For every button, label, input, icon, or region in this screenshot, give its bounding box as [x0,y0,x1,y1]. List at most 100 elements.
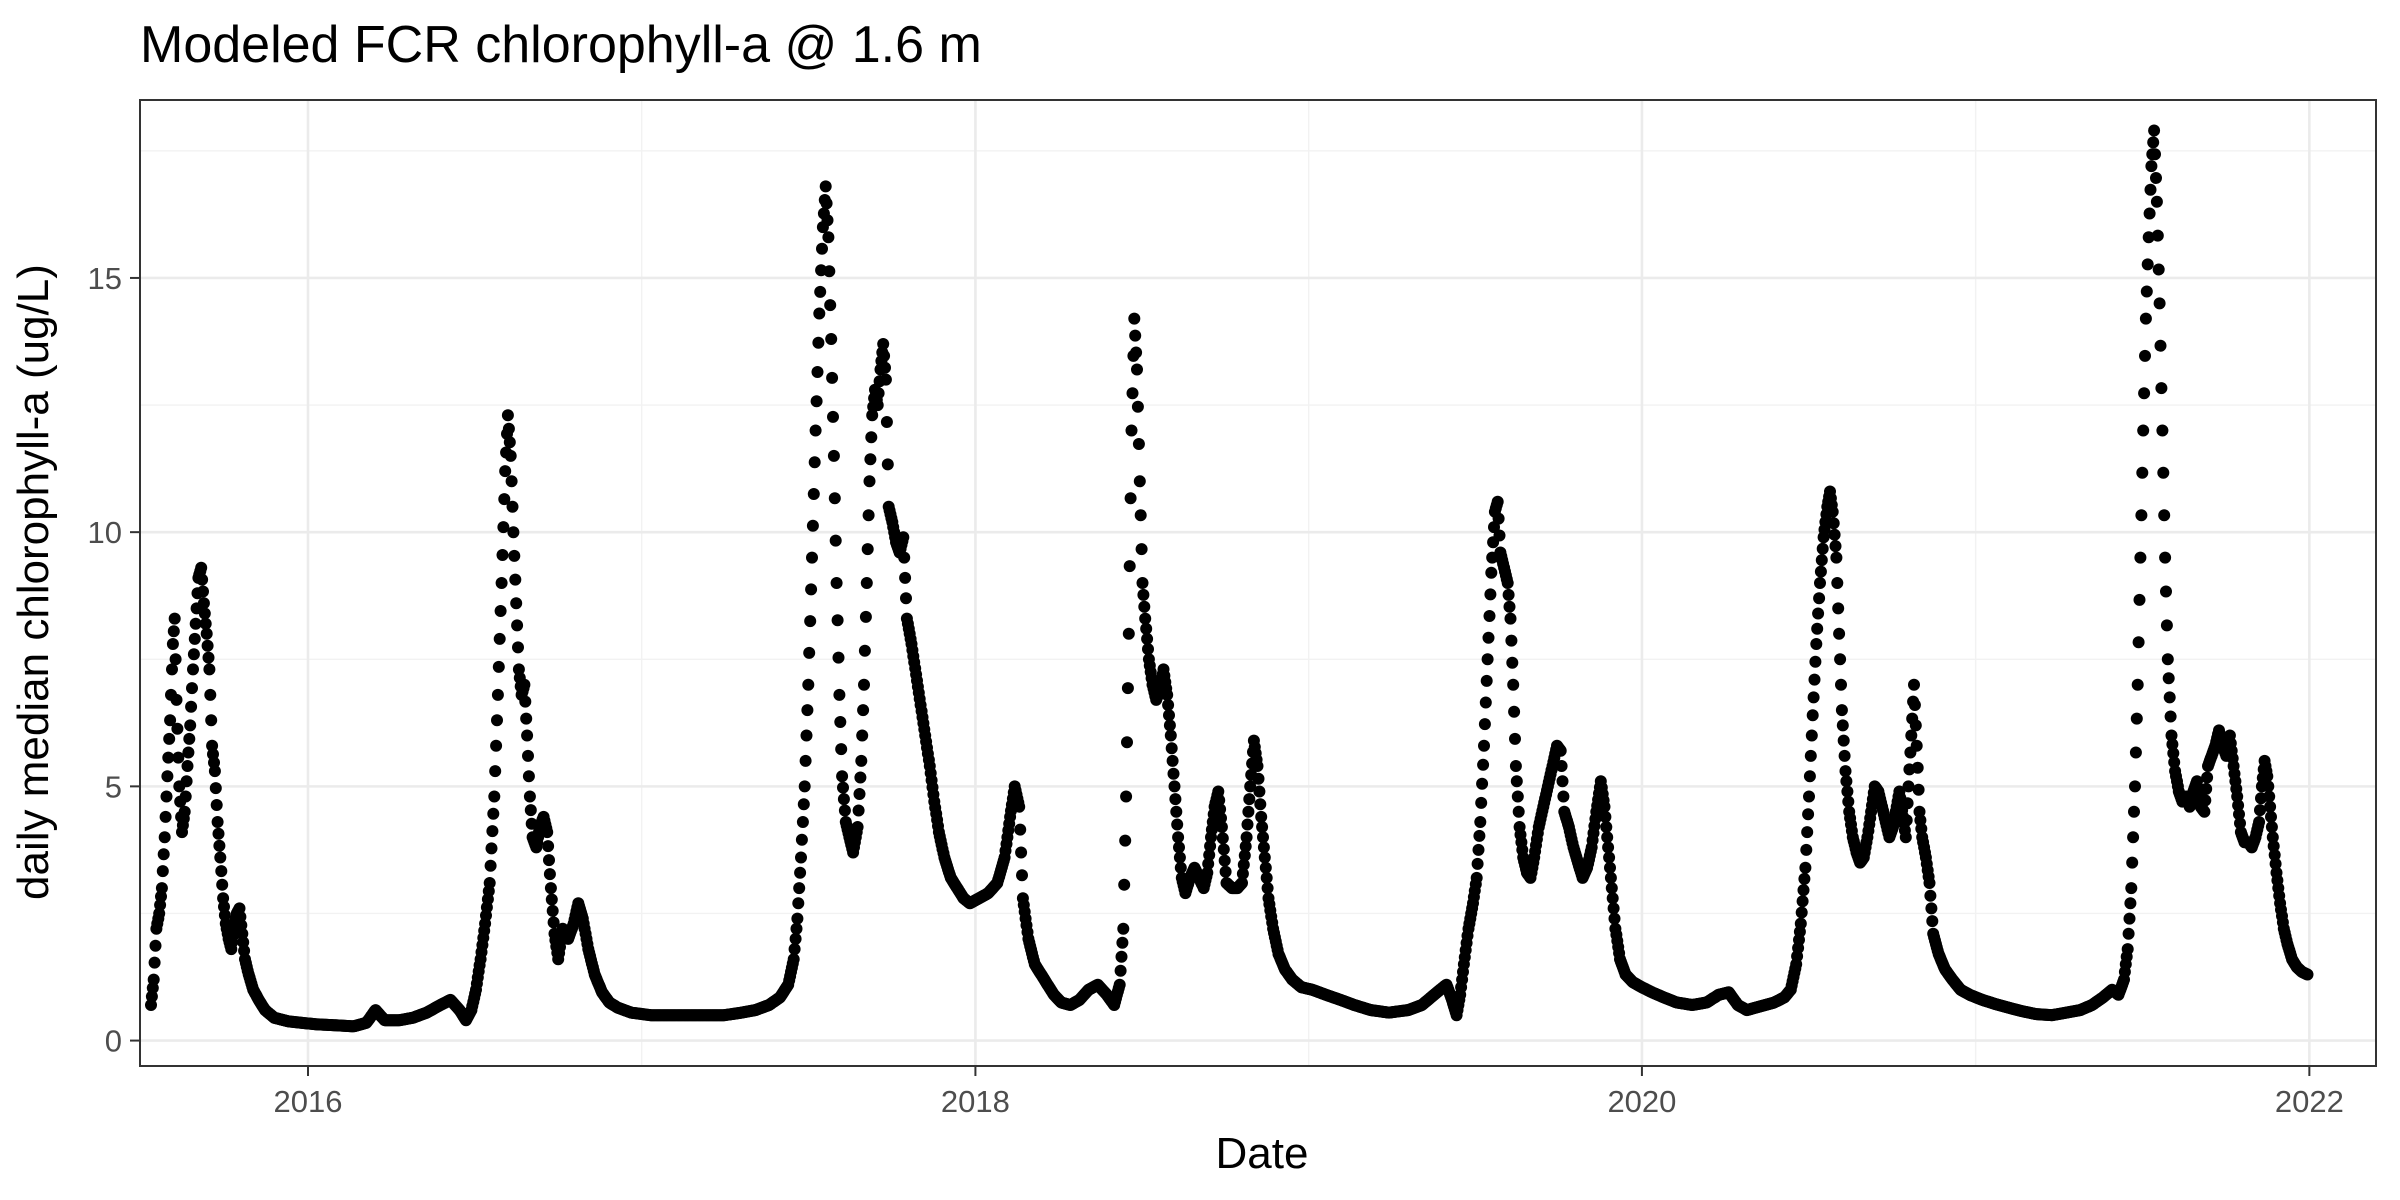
data-point [1835,678,1847,691]
data-point [1485,566,1498,579]
data-point [898,551,911,564]
data-point [166,638,179,650]
data-point [2143,207,2156,220]
data-point [1799,861,1812,874]
data-point [1216,832,1229,845]
data-point [486,825,499,838]
data-point [1826,505,1839,518]
data-point [178,805,191,818]
data-point [205,714,218,727]
data-point [485,842,498,855]
data-point [1472,843,1485,856]
data-point [2199,794,2212,807]
data-point [1483,610,1496,622]
data-point [827,410,839,423]
data-point [494,605,507,617]
data-point [1511,790,1524,803]
data-point [2150,195,2163,208]
data-point [1836,719,1849,732]
data-point [812,336,825,349]
data-point [1503,600,1516,613]
data-point [1240,831,1253,844]
data-point [2234,817,2246,830]
data-point [1604,861,1616,874]
data-point [2124,897,2137,910]
data-point [1202,857,1215,870]
data-point [2233,808,2245,821]
data-point [212,827,225,840]
data-point [2149,148,2161,161]
data-point [1807,691,1820,704]
data-point [1802,808,1815,821]
data-point [879,361,891,374]
data-point [216,878,229,891]
data-point [1244,780,1257,793]
data-point [1899,831,1912,844]
data-point [2136,466,2149,479]
data-point [1509,760,1522,772]
data-point [1811,622,1824,635]
data-point [1509,732,1521,745]
y-tick-label: 15 [88,261,122,296]
data-point [211,816,224,828]
data-point [187,648,200,661]
data-point [493,632,506,645]
data-point [159,810,172,823]
y-axis-title: daily median chlorophyll-a (ug/L) [9,264,58,900]
data-point [208,765,221,778]
data-point [1217,843,1230,856]
data-point [545,893,558,906]
data-point [1510,775,1523,788]
data-point [483,877,496,889]
data-point [793,882,806,895]
data-point [1132,438,1145,450]
data-point [1504,612,1517,625]
x-axis-title: Date [1216,1129,1309,1178]
data-point [827,449,840,462]
data-point [1835,704,1848,717]
data-point [801,704,814,717]
data-point [1480,674,1493,687]
data-point [204,688,217,701]
data-point [1608,912,1621,925]
data-point [807,488,820,500]
data-point [837,781,849,794]
data-point [1134,509,1147,522]
data-points [145,124,2314,1033]
data-point [1816,542,1829,555]
data-point [1256,821,1269,833]
data-point [209,782,222,795]
data-point [859,610,872,623]
data-point [795,833,808,846]
data-point [1556,775,1569,788]
data-point [1219,865,1232,878]
data-point [1829,540,1842,553]
data-point [834,716,847,728]
data-point [542,840,555,853]
data-point [790,922,803,935]
data-point [863,475,876,488]
data-point [1115,950,1128,963]
data-point [511,619,524,632]
data-point [166,663,178,676]
data-point [1131,400,1144,413]
data-point [2153,297,2166,310]
data-point [1113,978,1126,991]
data-point [172,751,185,764]
data-point [2200,782,2213,795]
data-point [2135,509,2148,522]
plot-panel [139,99,2377,1067]
data-point [1827,517,1840,530]
data-point [167,625,180,638]
data-point [1795,906,1808,919]
data-point [1800,843,1813,856]
data-point [1215,812,1227,825]
data-point [1832,602,1845,615]
data-point [1013,800,1026,813]
data-point [1254,798,1267,811]
data-point [499,465,512,478]
data-point [803,646,816,659]
data-point [831,614,844,627]
data-point [2126,856,2139,869]
